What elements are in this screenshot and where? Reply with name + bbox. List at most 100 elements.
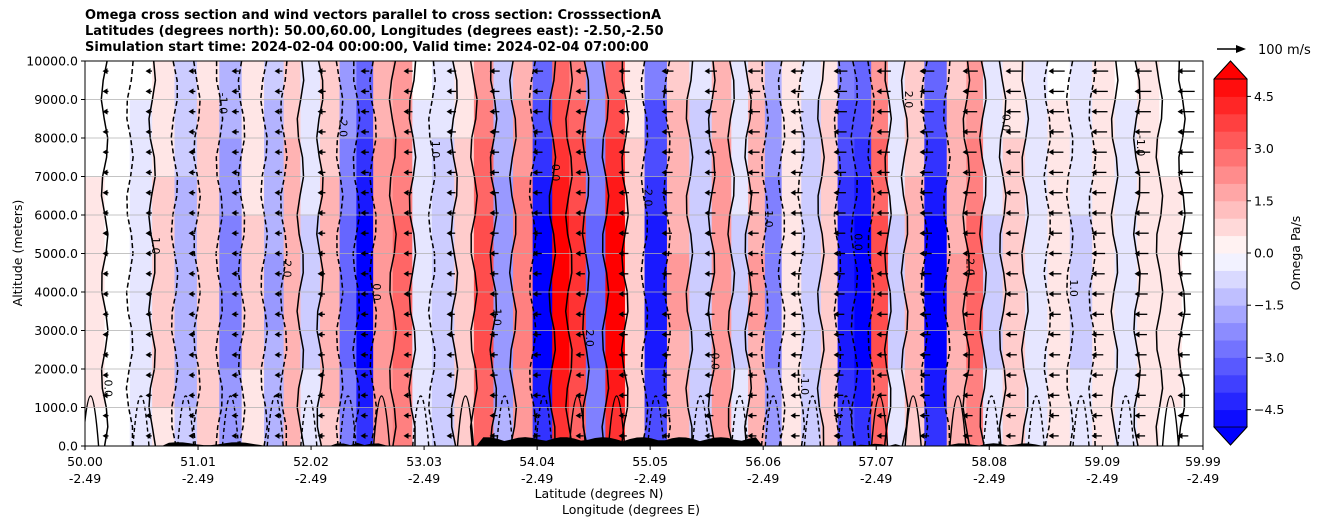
omega-cell <box>946 407 967 446</box>
wind-vector-head <box>876 331 882 338</box>
wind-vector-head <box>446 169 452 176</box>
omega-cell <box>241 176 265 216</box>
wind-vector-head <box>1005 270 1011 277</box>
wind-vector-head <box>1091 412 1097 419</box>
y-tick-label: 1000.0 <box>34 400 78 415</box>
omega-cell <box>946 292 967 332</box>
omega-cell <box>854 369 872 409</box>
wind-vector-head <box>833 88 839 95</box>
omega-cell <box>820 330 839 370</box>
wind-vector-head <box>1177 169 1183 176</box>
colorbar-extend-max <box>1213 60 1248 80</box>
wind-vector-head <box>1005 149 1011 156</box>
wind-vector-head <box>403 432 409 439</box>
y-tick-label: 4000.0 <box>34 285 78 300</box>
wind-vector-head <box>446 149 452 156</box>
wind-vector-head <box>919 230 925 237</box>
wind-vector-head <box>1134 128 1140 135</box>
omega-cell <box>431 330 455 370</box>
wind-vector-head <box>446 270 452 277</box>
wind-vector-head <box>1091 372 1097 379</box>
wind-vector-head <box>962 372 968 379</box>
omega-cell <box>412 61 433 101</box>
x-tick-label-lon: -2.49 <box>973 471 1005 486</box>
x-tick-label-lon: -2.49 <box>1086 471 1118 486</box>
wind-vector-head <box>1048 68 1054 75</box>
wind-vector-head <box>1134 149 1140 156</box>
omega-cell <box>85 330 106 370</box>
wind-vector-head <box>446 311 452 318</box>
omega-cell <box>1047 176 1071 216</box>
wind-vector-head <box>962 128 968 135</box>
omega-cell <box>513 253 534 293</box>
omega-cell <box>373 253 394 293</box>
wind-vector-head <box>1177 412 1183 419</box>
wind-vector-head <box>145 351 151 358</box>
wind-vector-head <box>661 68 667 75</box>
omega-cell <box>666 369 690 409</box>
wind-vector-head <box>1177 149 1183 156</box>
wind-vector-head <box>919 311 925 318</box>
omega-cell <box>1002 99 1026 139</box>
wind-vector-head <box>962 189 968 196</box>
omega-cell <box>644 61 668 101</box>
wind-vector-head <box>833 250 839 257</box>
omega-cell <box>532 253 553 293</box>
omega-cell <box>569 330 587 370</box>
wind-vector-head <box>833 392 839 399</box>
wind-vector-head <box>790 392 796 399</box>
omega-cell <box>241 407 265 446</box>
omega-cell <box>1114 292 1138 332</box>
wind-vector-head <box>790 209 796 216</box>
omega-cell <box>85 253 106 293</box>
omega-cell <box>711 138 732 178</box>
contour-label: -1.0 <box>798 374 811 395</box>
wind-vector-head <box>403 108 409 115</box>
wind-vector-head <box>575 270 581 277</box>
omega-cell <box>801 253 822 293</box>
omega-cell <box>532 61 553 101</box>
contour-label: 0.0 <box>549 164 562 182</box>
wind-vector-head <box>747 88 753 95</box>
omega-cell <box>513 215 534 255</box>
wind-vector-head <box>618 209 624 216</box>
omega-cell <box>983 369 1004 409</box>
omega-cell <box>871 292 889 332</box>
omega-cell <box>264 253 285 293</box>
omega-cell <box>666 99 690 139</box>
omega-cell <box>552 330 570 370</box>
omega-cell <box>1181 215 1203 255</box>
omega-cell <box>196 292 220 332</box>
omega-cell <box>454 215 475 255</box>
wind-vector-head <box>532 270 538 277</box>
wind-vector-head <box>1048 270 1054 277</box>
wind-vector-head <box>1048 250 1054 257</box>
omega-cell <box>731 176 749 216</box>
wind-vector-head <box>102 291 108 298</box>
omega-cell <box>837 330 855 370</box>
wind-vector-head <box>231 291 237 298</box>
omega-cell <box>666 215 690 255</box>
wind-vector-head <box>1091 270 1097 277</box>
omega-cell <box>219 369 243 409</box>
omega-cell <box>624 99 646 139</box>
wind-vector-head <box>188 432 194 439</box>
omega-cell <box>241 292 265 332</box>
omega-cell <box>300 369 321 409</box>
wind-vector-head <box>790 108 796 115</box>
omega-cell <box>104 330 131 370</box>
wind-vector-head <box>489 392 495 399</box>
wind-vector-head <box>704 392 710 399</box>
omega-cell <box>966 176 984 216</box>
omega-cell <box>711 215 732 255</box>
omega-cell <box>85 407 106 446</box>
omega-cell <box>731 138 749 178</box>
wind-vector-head <box>790 149 796 156</box>
omega-cell <box>339 61 357 101</box>
omega-cell <box>454 99 475 139</box>
omega-cell <box>196 176 220 216</box>
omega-cell <box>104 292 131 332</box>
omega-cell <box>152 407 176 446</box>
wind-vector-head <box>102 88 108 95</box>
